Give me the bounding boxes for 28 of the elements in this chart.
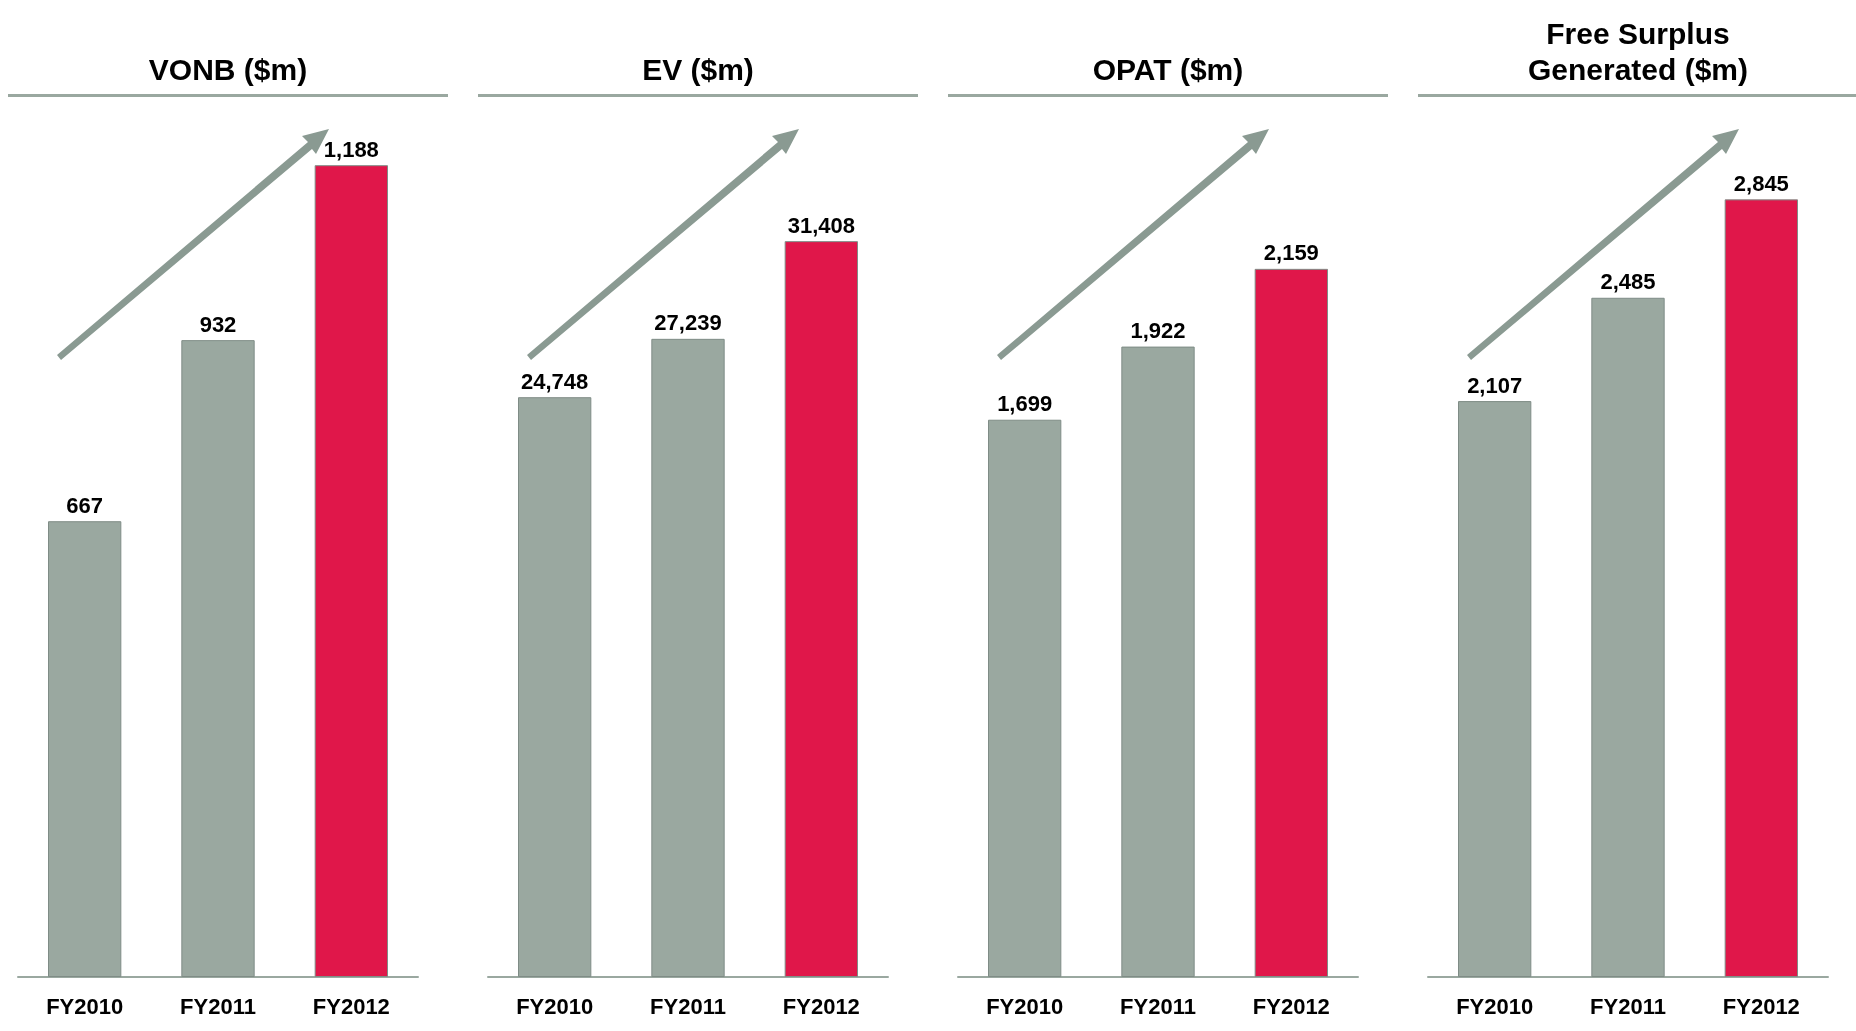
x-tick-label: FY2012 [782,993,860,1019]
data-label: 932 [199,311,237,337]
chart-title: Free Surplus Generated ($m) [1418,8,1856,97]
x-tick-label: FY2011 [1120,993,1196,1019]
data-label: 1,188 [323,136,379,162]
data-label: 24,748 [521,368,589,394]
x-tick-label: FY2010 [986,993,1064,1019]
x-tick-label: FY2011 [650,993,726,1019]
x-tick-label: FY2010 [516,993,594,1019]
x-tick-label: FY2011 [180,993,256,1019]
data-label: 2,159 [1263,240,1319,266]
x-tick-label: FY2012 [1722,993,1800,1019]
x-tick-label: FY2012 [312,993,390,1019]
data-label: 1,922 [1130,318,1186,344]
data-label: 2,485 [1600,269,1656,295]
chart-title: EV ($m) [478,8,918,97]
x-tick-label: FY2010 [1456,993,1534,1019]
data-label: 1,699 [997,391,1053,417]
x-tick-label: FY2012 [1252,993,1330,1019]
data-label: 27,239 [654,310,722,336]
data-label: 2,845 [1733,170,1789,196]
chart-title: VONB ($m) [8,8,448,97]
data-label: 31,408 [787,212,855,238]
x-tick-label: FY2010 [46,993,124,1019]
x-tick-label: FY2011 [1590,993,1666,1019]
data-label: 2,107 [1467,372,1523,398]
chart-title: OPAT ($m) [948,8,1388,97]
data-label: 667 [66,492,104,518]
